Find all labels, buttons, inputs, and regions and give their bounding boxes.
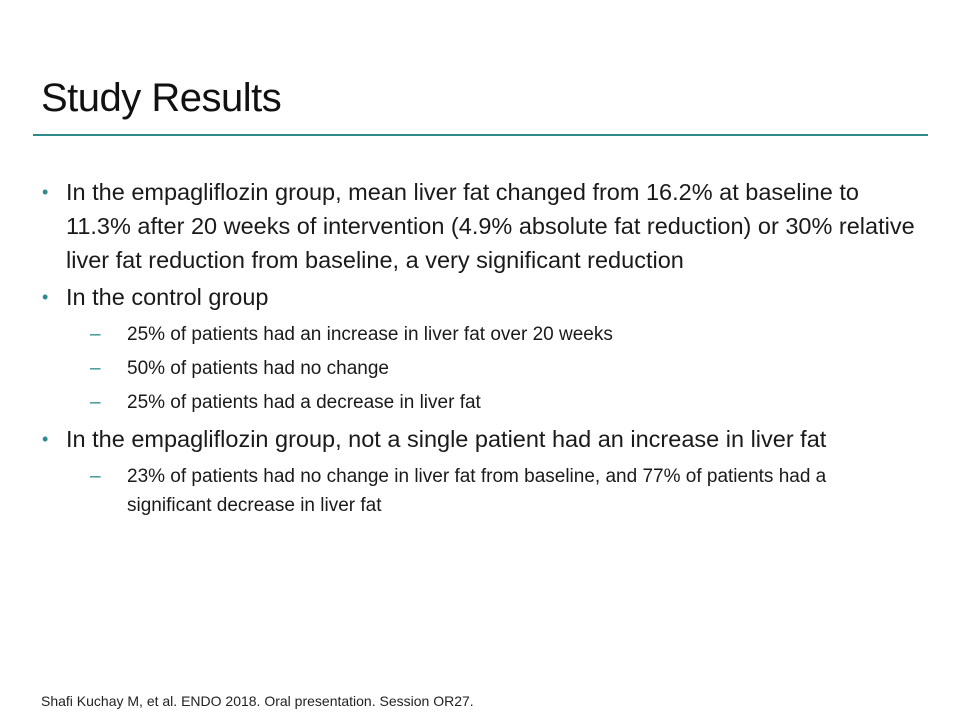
bullet-item: • In the empagliflozin group, mean liver…	[0, 175, 960, 277]
sub-bullet-text: 25% of patients had an increase in liver…	[127, 324, 613, 345]
slide-content: • In the empagliflozin group, mean liver…	[0, 175, 960, 525]
sub-bullet-text: 23% of patients had no change in liver f…	[127, 466, 827, 516]
bullet-icon: •	[42, 182, 49, 202]
sub-bullet-item: – 25% of patients had an increase in liv…	[0, 320, 960, 349]
dash-icon: –	[90, 324, 101, 345]
bullet-text: In the empagliflozin group, not a single…	[66, 426, 827, 452]
bullet-text: In the control group	[66, 284, 269, 310]
sub-bullet-item: – 23% of patients had no change in liver…	[0, 462, 960, 520]
bullet-item: • In the control group	[0, 280, 960, 314]
dash-icon: –	[90, 358, 101, 379]
sub-bullet-text: 25% of patients had a decrease in liver …	[127, 392, 481, 413]
bullet-icon: •	[42, 429, 49, 449]
bullet-icon: •	[42, 287, 49, 307]
dash-icon: –	[90, 466, 101, 487]
bullet-text: In the empagliflozin group, mean liver f…	[66, 179, 915, 273]
bullet-item: • In the empagliflozin group, not a sing…	[0, 422, 960, 456]
slide-title: Study Results	[41, 76, 282, 120]
dash-icon: –	[90, 392, 101, 413]
sub-bullet-item: – 50% of patients had no change	[0, 354, 960, 383]
sub-bullet-item: – 25% of patients had a decrease in live…	[0, 388, 960, 417]
sub-bullet-text: 50% of patients had no change	[127, 358, 389, 379]
citation-footnote: Shafi Kuchay M, et al. ENDO 2018. Oral p…	[41, 693, 474, 709]
title-divider	[33, 134, 928, 136]
